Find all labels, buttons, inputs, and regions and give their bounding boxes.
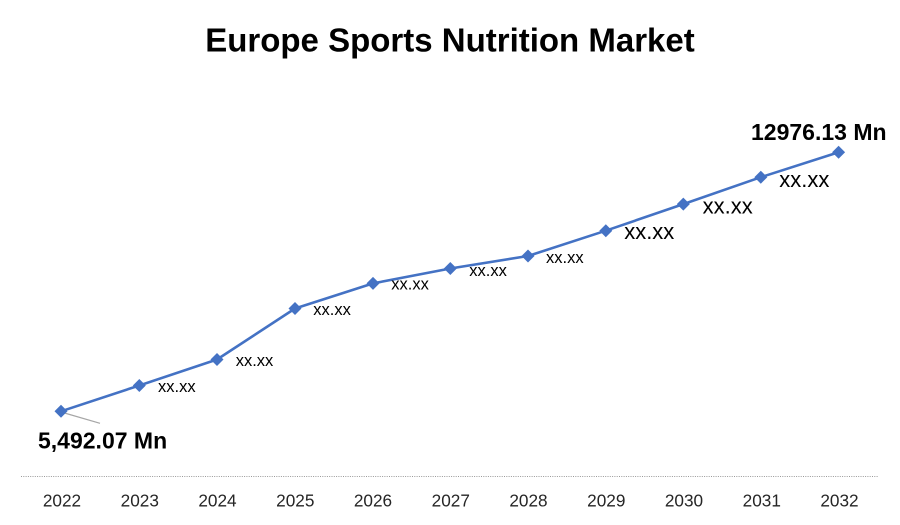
svg-text:2029: 2029	[587, 491, 625, 511]
svg-text:xx.xx: xx.xx	[469, 262, 507, 280]
svg-text:2026: 2026	[354, 491, 392, 511]
svg-text:2031: 2031	[743, 491, 781, 511]
svg-text:Europe Sports Nutrition Market: Europe Sports Nutrition Market	[205, 22, 695, 59]
svg-text:xx.xx: xx.xx	[313, 301, 351, 319]
svg-text:2030: 2030	[665, 491, 703, 511]
svg-text:2027: 2027	[432, 491, 470, 511]
svg-text:xx.xx: xx.xx	[236, 352, 274, 370]
svg-text:2028: 2028	[509, 491, 547, 511]
svg-text:2022: 2022	[43, 491, 81, 511]
svg-text:2023: 2023	[121, 491, 159, 511]
svg-text:2024: 2024	[198, 491, 237, 511]
svg-text:xx.xx: xx.xx	[703, 193, 753, 218]
svg-text:2025: 2025	[276, 491, 314, 511]
svg-text:2032: 2032	[820, 491, 858, 511]
svg-text:xx.xx: xx.xx	[391, 275, 429, 293]
svg-text:xx.xx: xx.xx	[624, 219, 674, 244]
svg-text:5,492.07 Mn: 5,492.07 Mn	[38, 428, 167, 454]
svg-text:xx.xx: xx.xx	[158, 378, 196, 396]
svg-text:xx.xx: xx.xx	[546, 249, 584, 267]
svg-text:12976.13 Mn: 12976.13 Mn	[751, 119, 887, 145]
svg-text:xx.xx: xx.xx	[779, 167, 829, 192]
